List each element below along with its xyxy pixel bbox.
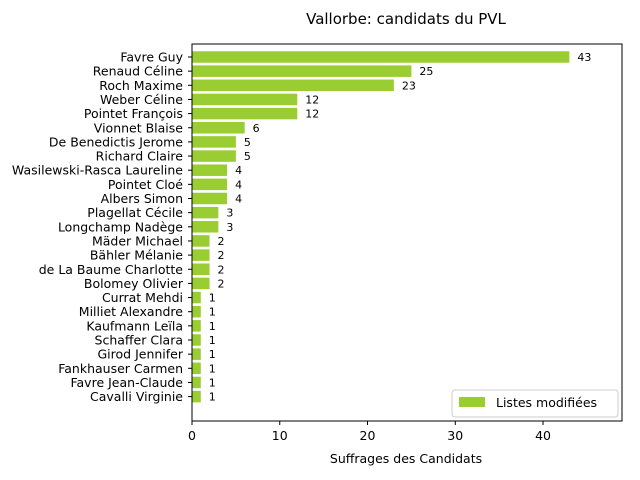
data-label: 1 xyxy=(209,376,216,389)
category-label: Bolomey Olivier xyxy=(84,276,184,291)
bar xyxy=(192,277,210,290)
bar xyxy=(192,51,570,63)
x-tick-label: 40 xyxy=(535,428,551,443)
data-label: 6 xyxy=(253,122,260,135)
category-label: Mäder Michael xyxy=(92,233,183,248)
category-label: Favre Jean-Claude xyxy=(70,375,183,390)
plot-frame xyxy=(191,43,623,422)
bar xyxy=(192,136,236,148)
data-label: 12 xyxy=(305,108,319,121)
x-axis-ticks-group: 0 10 20 30 40 xyxy=(188,421,551,443)
data-label: 25 xyxy=(419,65,433,78)
bar xyxy=(192,376,201,389)
category-label: de La Baume Charlotte xyxy=(39,262,184,277)
data-label: 1 xyxy=(209,320,216,333)
legend-swatch xyxy=(459,397,485,407)
bar xyxy=(192,249,210,261)
category-label: Longchamp Nadège xyxy=(58,219,183,234)
data-label: 4 xyxy=(235,164,242,177)
category-label: Pointet François xyxy=(84,106,183,121)
category-label: Weber Céline xyxy=(100,92,183,107)
x-axis-title: Suffrages des Candidats xyxy=(330,451,482,466)
bar xyxy=(192,150,236,162)
bar xyxy=(192,362,201,375)
category-label: Wasilewski-Rasca Laureline xyxy=(12,163,183,178)
legend-box xyxy=(451,389,619,418)
bar xyxy=(192,192,228,205)
category-label: Favre Guy xyxy=(120,50,183,65)
x-tick-label: 0 xyxy=(188,428,196,443)
bar xyxy=(192,206,219,219)
data-label: 1 xyxy=(209,348,216,361)
category-label: Currat Mehdi xyxy=(102,290,183,305)
axes-frame xyxy=(191,43,623,422)
category-label: Albers Simon xyxy=(101,191,183,206)
legend-label: Listes modifiées xyxy=(496,395,597,410)
bar xyxy=(192,122,245,134)
data-label: 5 xyxy=(244,136,251,149)
data-label: 2 xyxy=(218,235,225,248)
bar xyxy=(192,348,201,360)
category-label: Plagellat Cécile xyxy=(87,205,183,220)
legend: Listes modifiées xyxy=(451,389,619,418)
bar xyxy=(192,93,298,106)
data-label: 1 xyxy=(209,391,216,404)
data-label: 4 xyxy=(235,193,242,206)
category-label: De Benedictis Jerome xyxy=(49,134,183,149)
bar xyxy=(192,305,201,318)
chart-title: Vallorbe: candidats du PVL xyxy=(306,10,506,28)
data-label: 3 xyxy=(226,221,233,234)
bar xyxy=(192,263,210,275)
category-label: Girod Jennifer xyxy=(97,347,183,362)
data-label: 23 xyxy=(402,79,416,92)
bar xyxy=(192,164,228,176)
category-label: Roch Maxime xyxy=(99,78,183,93)
category-label: Bähler Mélanie xyxy=(90,248,183,263)
data-label: 5 xyxy=(244,150,251,163)
bar xyxy=(192,235,210,247)
bar xyxy=(192,390,201,403)
data-label: 4 xyxy=(235,178,242,191)
bars-group xyxy=(192,51,570,403)
bar xyxy=(192,79,394,92)
x-tick-label: 30 xyxy=(447,428,463,443)
category-label: Milliet Alexandre xyxy=(79,304,184,319)
category-label: Schaffer Clara xyxy=(95,333,183,348)
bar xyxy=(192,107,298,120)
category-label: Richard Claire xyxy=(96,149,184,164)
data-label: 3 xyxy=(226,207,233,220)
data-label: 43 xyxy=(577,51,591,64)
bar xyxy=(192,221,219,233)
data-label: 2 xyxy=(218,263,225,276)
category-label: Renaud Céline xyxy=(93,64,184,79)
data-label: 12 xyxy=(305,93,319,106)
data-label: 1 xyxy=(209,306,216,319)
category-label: Cavalli Virginie xyxy=(90,389,183,404)
data-label: 1 xyxy=(209,292,216,305)
data-label: 2 xyxy=(218,249,225,262)
data-label: 1 xyxy=(209,362,216,375)
data-label: 1 xyxy=(209,334,216,347)
category-label: Vionnet Blaise xyxy=(94,120,184,135)
bar xyxy=(192,65,412,77)
x-tick-label: 10 xyxy=(272,428,288,443)
category-label: Kaufmann Leïla xyxy=(86,318,183,333)
data-label: 2 xyxy=(218,277,225,290)
bar xyxy=(192,320,201,332)
category-label: Fankhauser Carmen xyxy=(58,361,183,376)
category-label: Pointet Cloé xyxy=(108,177,183,192)
bar xyxy=(192,334,201,346)
bar xyxy=(192,291,201,304)
bar xyxy=(192,178,228,191)
x-tick-label: 20 xyxy=(360,428,376,443)
